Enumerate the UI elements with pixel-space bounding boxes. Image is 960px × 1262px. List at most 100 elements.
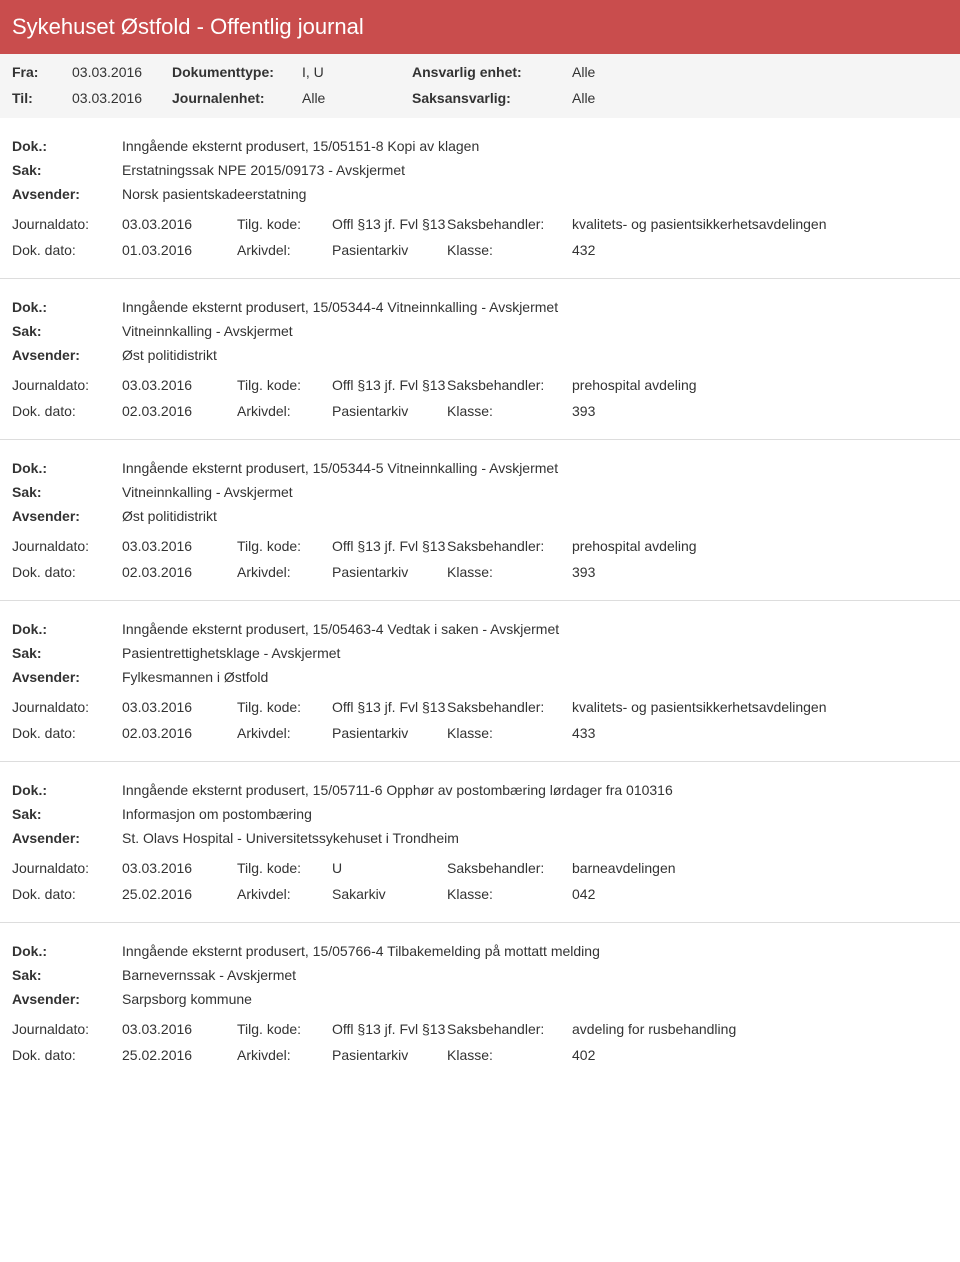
arkivdel-label: Arkivdel: <box>237 886 332 902</box>
avsender-value: Sarpsborg kommune <box>122 991 948 1007</box>
klasse-value: 433 <box>572 725 852 741</box>
klasse-label: Klasse: <box>447 564 572 580</box>
saksbehandler-value: kvalitets- og pasientsikkerhetsavdelinge… <box>572 699 852 715</box>
journal-entry: Dok.: Inngående eksternt produsert, 15/0… <box>0 440 960 601</box>
journalenhet-value: Alle <box>302 90 412 106</box>
dok-label: Dok.: <box>12 299 122 315</box>
sak-value: Vitneinnkalling - Avskjermet <box>122 484 948 500</box>
klasse-label: Klasse: <box>447 725 572 741</box>
til-value: 03.03.2016 <box>72 90 172 106</box>
fra-label: Fra: <box>12 64 72 80</box>
dokdato-value: 01.03.2016 <box>122 242 237 258</box>
klasse-label: Klasse: <box>447 403 572 419</box>
journal-entry: Dok.: Inngående eksternt produsert, 15/0… <box>0 923 960 1083</box>
avsender-value: Øst politidistrikt <box>122 508 948 524</box>
journaldato-label: Journaldato: <box>12 216 122 232</box>
tilgkode-value: Offl §13 jf. Fvl §13 <box>332 377 447 393</box>
avsender-label: Avsender: <box>12 669 122 685</box>
klasse-value: 393 <box>572 564 852 580</box>
arkivdel-label: Arkivdel: <box>237 242 332 258</box>
avsender-value: Øst politidistrikt <box>122 347 948 363</box>
dokdato-label: Dok. dato: <box>12 886 122 902</box>
arkivdel-label: Arkivdel: <box>237 725 332 741</box>
dokdato-value: 02.03.2016 <box>122 725 237 741</box>
avsender-label: Avsender: <box>12 347 122 363</box>
dokdato-value: 02.03.2016 <box>122 403 237 419</box>
avsender-value: St. Olavs Hospital - Universitetssykehus… <box>122 830 948 846</box>
saksbehandler-label: Saksbehandler: <box>447 538 572 554</box>
tilgkode-label: Tilg. kode: <box>237 1021 332 1037</box>
dok-label: Dok.: <box>12 460 122 476</box>
journal-entry: Dok.: Inngående eksternt produsert, 15/0… <box>0 601 960 762</box>
arkivdel-label: Arkivdel: <box>237 564 332 580</box>
avsender-label: Avsender: <box>12 186 122 202</box>
arkivdel-value: Sakarkiv <box>332 886 447 902</box>
saksbehandler-value: barneavdelingen <box>572 860 852 876</box>
ansvarlig-label: Ansvarlig enhet: <box>412 64 572 80</box>
dok-value: Inngående eksternt produsert, 15/05766-4… <box>122 943 948 959</box>
journaldato-value: 03.03.2016 <box>122 699 237 715</box>
saksbehandler-value: avdeling for rusbehandling <box>572 1021 852 1037</box>
arkivdel-label: Arkivdel: <box>237 1047 332 1063</box>
tilgkode-value: Offl §13 jf. Fvl §13 <box>332 216 447 232</box>
arkivdel-value: Pasientarkiv <box>332 564 447 580</box>
dokdato-label: Dok. dato: <box>12 403 122 419</box>
saksbehandler-label: Saksbehandler: <box>447 699 572 715</box>
klasse-value: 393 <box>572 403 852 419</box>
avsender-label: Avsender: <box>12 991 122 1007</box>
klasse-label: Klasse: <box>447 242 572 258</box>
tilgkode-label: Tilg. kode: <box>237 699 332 715</box>
tilgkode-value: U <box>332 860 447 876</box>
journaldato-value: 03.03.2016 <box>122 860 237 876</box>
sak-value: Vitneinnkalling - Avskjermet <box>122 323 948 339</box>
sak-label: Sak: <box>12 806 122 822</box>
page-title: Sykehuset Østfold - Offentlig journal <box>12 14 364 39</box>
saksbehandler-label: Saksbehandler: <box>447 216 572 232</box>
saksbehandler-value: kvalitets- og pasientsikkerhetsavdelinge… <box>572 216 852 232</box>
dok-value: Inngående eksternt produsert, 15/05344-4… <box>122 299 948 315</box>
tilgkode-label: Tilg. kode: <box>237 860 332 876</box>
sak-value: Informasjon om postombæring <box>122 806 948 822</box>
journaldato-value: 03.03.2016 <box>122 1021 237 1037</box>
sak-label: Sak: <box>12 645 122 661</box>
avsender-value: Fylkesmannen i Østfold <box>122 669 948 685</box>
sak-value: Erstatningssak NPE 2015/09173 - Avskjerm… <box>122 162 948 178</box>
dok-value: Inngående eksternt produsert, 15/05463-4… <box>122 621 948 637</box>
tilgkode-value: Offl §13 jf. Fvl §13 <box>332 699 447 715</box>
dokdato-value: 25.02.2016 <box>122 886 237 902</box>
doktype-value: I, U <box>302 64 412 80</box>
journaldato-label: Journaldato: <box>12 377 122 393</box>
tilgkode-label: Tilg. kode: <box>237 538 332 554</box>
sak-label: Sak: <box>12 323 122 339</box>
tilgkode-value: Offl §13 jf. Fvl §13 <box>332 538 447 554</box>
saksbehandler-label: Saksbehandler: <box>447 1021 572 1037</box>
journaldato-value: 03.03.2016 <box>122 216 237 232</box>
journalenhet-label: Journalenhet: <box>172 90 302 106</box>
dokdato-label: Dok. dato: <box>12 725 122 741</box>
sak-value: Barnevernssak - Avskjermet <box>122 967 948 983</box>
fra-value: 03.03.2016 <box>72 64 172 80</box>
dok-value: Inngående eksternt produsert, 15/05711-6… <box>122 782 948 798</box>
journaldato-value: 03.03.2016 <box>122 538 237 554</box>
saksbehandler-label: Saksbehandler: <box>447 860 572 876</box>
klasse-value: 042 <box>572 886 852 902</box>
journaldato-value: 03.03.2016 <box>122 377 237 393</box>
saksbehandler-value: prehospital avdeling <box>572 538 852 554</box>
journaldato-label: Journaldato: <box>12 860 122 876</box>
ansvarlig-value: Alle <box>572 64 672 80</box>
journal-entry: Dok.: Inngående eksternt produsert, 15/0… <box>0 118 960 279</box>
saksbehandler-value: prehospital avdeling <box>572 377 852 393</box>
sak-label: Sak: <box>12 484 122 500</box>
arkivdel-value: Pasientarkiv <box>332 725 447 741</box>
journal-entry: Dok.: Inngående eksternt produsert, 15/0… <box>0 279 960 440</box>
tilgkode-label: Tilg. kode: <box>237 216 332 232</box>
avsender-label: Avsender: <box>12 508 122 524</box>
dok-label: Dok.: <box>12 782 122 798</box>
klasse-label: Klasse: <box>447 886 572 902</box>
dokdato-label: Dok. dato: <box>12 1047 122 1063</box>
arkivdel-value: Pasientarkiv <box>332 1047 447 1063</box>
sak-label: Sak: <box>12 967 122 983</box>
dokdato-value: 25.02.2016 <box>122 1047 237 1063</box>
dok-label: Dok.: <box>12 621 122 637</box>
dokdato-value: 02.03.2016 <box>122 564 237 580</box>
